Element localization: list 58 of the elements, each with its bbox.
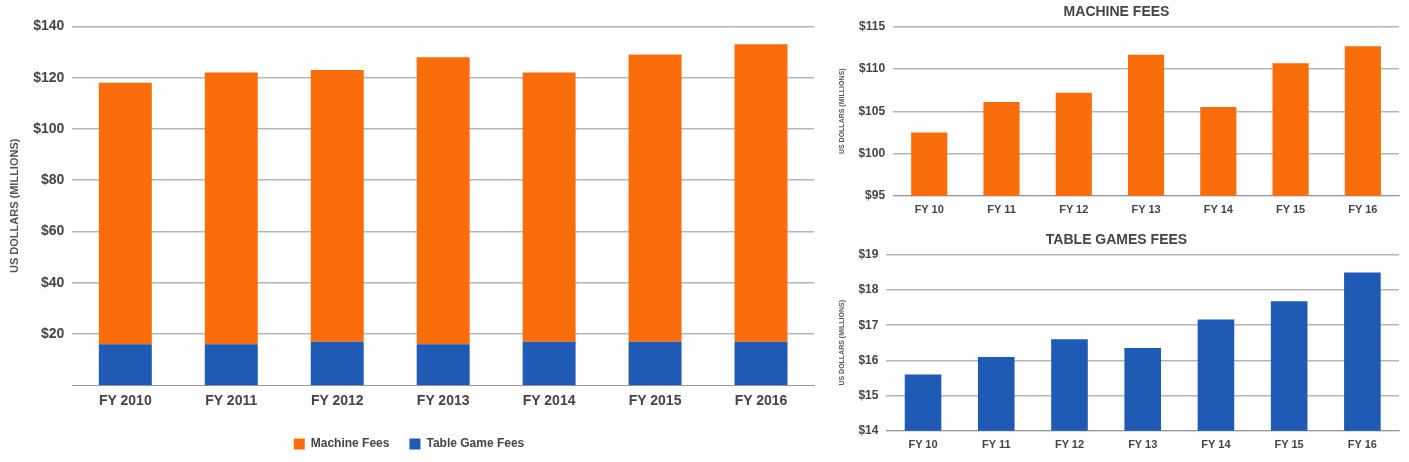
y-tick-label: $19 xyxy=(858,247,879,262)
x-tick-label: FY 2013 xyxy=(416,392,470,409)
x-tick-label: FY 2010 xyxy=(98,392,152,409)
x-tick-label: FY 12 xyxy=(1059,203,1089,216)
y-tick-label: $14 xyxy=(858,423,879,438)
y-tick-label: $18 xyxy=(858,282,879,297)
y-tick-label: $120 xyxy=(33,68,65,85)
bar xyxy=(416,57,470,345)
x-tick-label: FY 16 xyxy=(1347,438,1377,451)
y-tick-label: $100 xyxy=(33,119,65,136)
y-tick-label: $15 xyxy=(858,387,879,402)
x-tick-label: FY 10 xyxy=(908,438,938,451)
y-tick-label: $60 xyxy=(40,222,65,239)
bar xyxy=(416,344,470,386)
chart-title: TABLE GAMES FEES xyxy=(1045,231,1188,248)
y-tick-label: $17 xyxy=(858,317,879,332)
bar xyxy=(734,44,788,342)
x-tick-label: FY 2014 xyxy=(522,392,576,409)
bar xyxy=(734,341,788,386)
x-tick-label: FY 2012 xyxy=(310,392,364,409)
x-tick-label: FY 14 xyxy=(1203,203,1234,216)
y-tick-label: $80 xyxy=(40,171,65,188)
x-tick-label: FY 2015 xyxy=(628,392,682,409)
bar xyxy=(522,341,576,386)
x-tick-label: FY 15 xyxy=(1276,203,1306,216)
y-tick-label: $140 xyxy=(33,17,65,34)
bar xyxy=(204,72,258,345)
x-tick-label: FY 11 xyxy=(981,438,1011,451)
chart-title: MACHINE FEES xyxy=(1063,3,1170,20)
bar xyxy=(310,341,364,386)
x-tick-label: FY 12 xyxy=(1054,438,1085,451)
y-tick-label: $20 xyxy=(40,324,65,341)
bar xyxy=(310,69,364,342)
y-tick-label: $40 xyxy=(40,273,65,290)
legend-label: Table Game Fees xyxy=(426,436,525,451)
x-tick-label: FY 10 xyxy=(914,203,944,216)
x-tick-label: FY 2016 xyxy=(734,392,788,409)
y-axis-title: US DOLLARS (MILLIONS) xyxy=(7,138,20,274)
x-tick-label: FY 11 xyxy=(987,203,1016,216)
x-tick-label: FY 16 xyxy=(1348,203,1378,216)
bar xyxy=(204,344,258,386)
x-tick-label: FY 2011 xyxy=(205,392,258,409)
y-tick-label: $16 xyxy=(858,352,879,367)
legend-label: Machine Fees xyxy=(310,436,390,451)
bar xyxy=(522,72,576,342)
y-tick-label: $95 xyxy=(865,188,886,203)
y-tick-label: $105 xyxy=(858,103,886,118)
bar xyxy=(98,344,152,386)
x-tick-label: FY 13 xyxy=(1128,438,1158,451)
x-tick-label: FY 13 xyxy=(1131,203,1161,216)
bar xyxy=(628,54,682,342)
y-tick-label: $115 xyxy=(859,19,886,34)
y-tick-label: $110 xyxy=(859,61,886,76)
x-tick-label: FY 15 xyxy=(1274,438,1304,451)
y-tick-label: $100 xyxy=(858,145,886,160)
bar xyxy=(98,82,152,345)
x-tick-label: FY 14 xyxy=(1201,438,1232,451)
bar xyxy=(628,341,682,386)
